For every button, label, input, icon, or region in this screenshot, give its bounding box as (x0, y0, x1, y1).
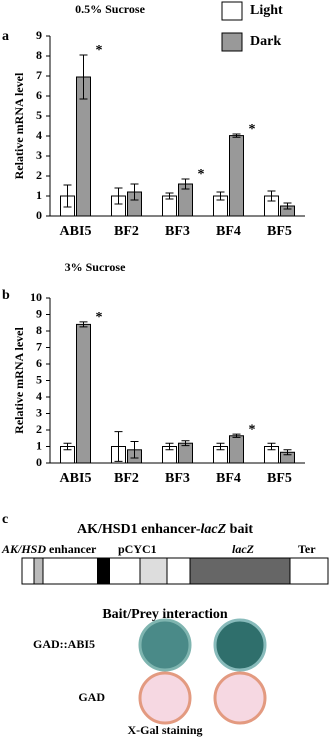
error-bar (79, 54, 88, 100)
title-part: AK/HSD1 enhancer- (77, 522, 201, 537)
y-tick-label: 2 (36, 422, 42, 436)
chart-title: 0.5% Sucrose (75, 2, 145, 16)
bar (229, 135, 244, 217)
y-tick-label: 7 (36, 339, 42, 353)
promoter: AK/HSD (1, 542, 46, 556)
colony (213, 618, 267, 672)
construct-label: AK/HSD enhancer (1, 542, 97, 556)
y-tick-label: 1 (36, 188, 42, 202)
x-tick-label: BF3 (165, 224, 190, 239)
error-bar (63, 442, 72, 451)
x-tick-label: BF2 (114, 224, 139, 239)
error-bar (216, 442, 225, 451)
y-tick-label: 2 (36, 168, 42, 182)
y-tick-label: 5 (36, 372, 42, 386)
legend-swatch (221, 1, 243, 21)
error-bar (181, 178, 190, 190)
y-tick-label: 9 (36, 306, 42, 320)
y-tick-label: 3 (36, 405, 42, 419)
error-bar (232, 433, 241, 438)
panel-label: b (2, 288, 10, 303)
y-tick-label: 4 (36, 389, 42, 403)
error-bar (267, 442, 276, 451)
y-tick-label: 0 (36, 208, 42, 222)
error-bar (232, 133, 241, 138)
panel-label: c (2, 512, 8, 527)
colony (213, 671, 267, 725)
y-tick-label: 6 (36, 356, 42, 370)
bar (76, 323, 91, 464)
title-part: lacZ (201, 522, 227, 537)
y-axis-label: Relative mRNA level (12, 72, 26, 179)
row-label: GAD::ABI5 (33, 637, 95, 651)
construct-label: Ter (298, 542, 316, 556)
assay-title: Bait/Prey interaction (102, 607, 228, 622)
y-tick-label: 1 (36, 438, 42, 452)
error-bar (181, 440, 190, 447)
legend-swatch (221, 32, 243, 52)
caption: X-Gal staining (127, 723, 202, 737)
x-tick-label: ABI5 (60, 224, 92, 239)
row-label: GAD (78, 690, 105, 704)
y-tick-label: 5 (36, 108, 42, 122)
element (33, 557, 44, 585)
error-bar (165, 442, 174, 451)
error-bar (130, 441, 139, 459)
x-tick-label: BF5 (267, 224, 292, 239)
element (139, 557, 168, 585)
error-bar (165, 192, 174, 200)
y-tick-label: 8 (36, 48, 42, 62)
x-tick-label: BF4 (216, 224, 241, 239)
y-tick-label: 3 (36, 148, 42, 162)
legend-label: Light (250, 3, 283, 18)
x-tick-label: BF4 (216, 471, 241, 486)
x-tick-label: BF2 (114, 471, 139, 486)
construct-label: pCYC1 (118, 542, 157, 556)
element (189, 557, 291, 585)
error-bar (267, 190, 276, 202)
bar (229, 435, 244, 464)
enhancer: enhancer (46, 542, 97, 556)
legend-label: Dark (250, 34, 281, 49)
y-tick-label: 7 (36, 68, 42, 82)
y-axis-label: Relative mRNA level (12, 327, 26, 434)
significance: * (96, 43, 103, 58)
error-bar (216, 191, 225, 201)
x-tick-label: BF3 (165, 471, 190, 486)
x-tick-label: ABI5 (60, 471, 92, 486)
y-tick-label: 4 (36, 128, 42, 142)
significance: * (96, 310, 103, 325)
error-bar (283, 449, 292, 456)
error-bar (63, 184, 72, 208)
y-tick-label: 0 (36, 455, 42, 469)
panel-label: a (2, 29, 9, 44)
x-tick-label: BF5 (267, 471, 292, 486)
element (97, 558, 110, 584)
colony (138, 671, 192, 725)
error-bar (130, 183, 139, 201)
error-bar (114, 431, 123, 462)
error-bar (283, 202, 292, 210)
significance: * (249, 122, 256, 137)
error-bar (114, 187, 123, 205)
diagram-title: AK/HSD1 enhancer-lacZ bait (77, 522, 253, 537)
y-tick-label: 6 (36, 88, 42, 102)
y-tick-label: 9 (36, 28, 42, 42)
colony (138, 618, 192, 672)
significance: * (198, 167, 205, 182)
error-bar (79, 321, 88, 328)
title-part: bait (226, 522, 253, 537)
construct-label: lacZ (232, 542, 255, 556)
chart-title: 3% Sucrose (65, 260, 126, 274)
y-tick-label: 10 (30, 290, 42, 304)
significance: * (249, 422, 256, 437)
y-tick-label: 8 (36, 323, 42, 337)
